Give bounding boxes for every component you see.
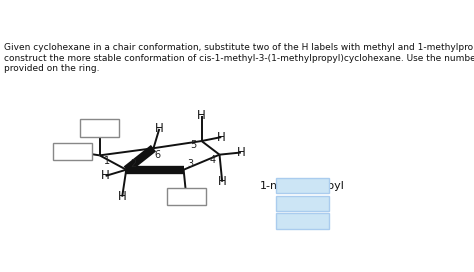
Text: H: H — [155, 122, 164, 135]
Text: 2: 2 — [130, 159, 137, 169]
FancyBboxPatch shape — [276, 178, 329, 193]
Text: H: H — [118, 190, 127, 203]
Text: 3: 3 — [188, 159, 194, 169]
Text: H: H — [218, 175, 227, 188]
Text: 1-methylpropyl: 1-methylpropyl — [260, 181, 345, 190]
Text: H: H — [197, 109, 206, 122]
FancyBboxPatch shape — [276, 196, 329, 211]
Text: Given cyclohexane in a chair conformation, substitute two of the H labels with m: Given cyclohexane in a chair conformatio… — [4, 44, 474, 73]
FancyBboxPatch shape — [80, 119, 119, 137]
Text: 4: 4 — [209, 155, 215, 165]
Text: 6: 6 — [155, 150, 161, 160]
Text: 5: 5 — [190, 140, 196, 150]
Text: H: H — [217, 131, 226, 144]
FancyBboxPatch shape — [276, 214, 329, 229]
Text: H: H — [299, 216, 307, 226]
Text: methyl: methyl — [283, 199, 322, 208]
FancyBboxPatch shape — [54, 143, 92, 160]
FancyBboxPatch shape — [167, 188, 206, 205]
Text: H: H — [237, 146, 245, 159]
Text: H: H — [101, 169, 110, 183]
Text: 1: 1 — [104, 156, 110, 166]
